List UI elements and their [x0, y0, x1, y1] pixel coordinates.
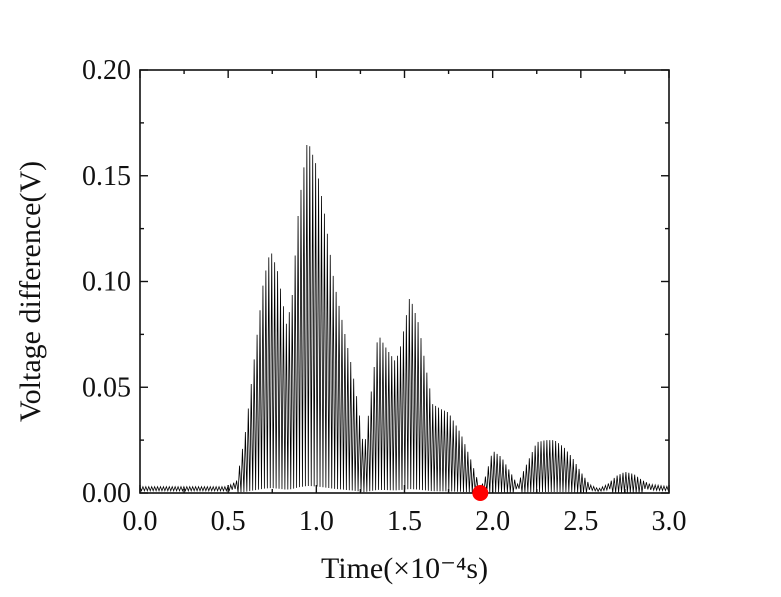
plot-area — [139, 144, 669, 493]
signal-series-0 — [139, 144, 669, 493]
y-tick-label: 0.20 — [82, 55, 131, 86]
x-tick-label: 2.0 — [475, 506, 510, 537]
axis-ticks — [139, 69, 670, 494]
marker-point — [472, 485, 489, 501]
x-tick-label: 1.5 — [387, 506, 422, 537]
y-tick-label: 0.15 — [82, 161, 131, 192]
y-tick-label: 0.00 — [82, 478, 131, 509]
x-tick-labels: 0.0 0.5 1.0 1.5 2.0 2.5 3.0 — [123, 506, 687, 537]
x-tick-label: 1.0 — [299, 506, 334, 537]
y-axis-label: Voltage difference(V) — [14, 161, 47, 422]
y-tick-labels: 0.00 0.05 0.10 0.15 0.20 — [82, 55, 131, 509]
x-tick-label: 3.0 — [652, 506, 687, 537]
y-tick-label: 0.05 — [82, 372, 131, 403]
x-tick-label: 0.0 — [123, 506, 158, 537]
x-tick-label: 0.5 — [211, 506, 246, 537]
x-tick-label: 2.5 — [563, 506, 598, 537]
x-axis-label: Time(×10⁻⁴s) — [321, 552, 488, 585]
y-tick-label: 0.10 — [82, 267, 131, 298]
